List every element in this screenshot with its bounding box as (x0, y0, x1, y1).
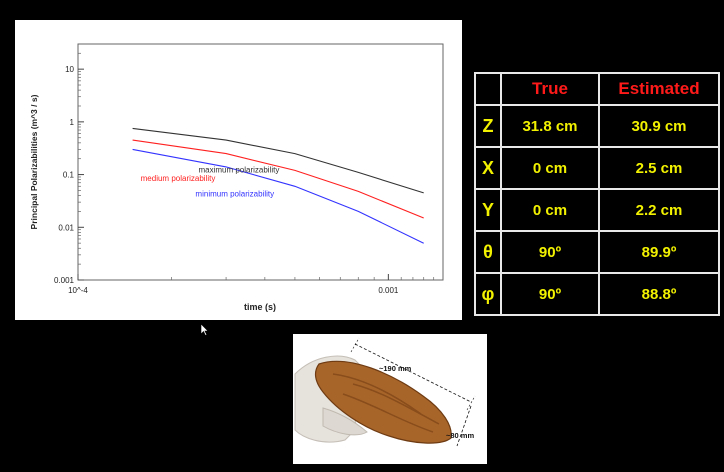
length-label: ~190 mm (379, 364, 412, 373)
row-estimated-value: 30.9 cm (598, 104, 720, 148)
width-dimension-line (456, 405, 472, 447)
table-row: Z 31.8 cm 30.9 cm (474, 104, 720, 148)
row-true-value: 90º (500, 230, 600, 274)
series-label-1: maximum polarizability (198, 165, 279, 174)
header-parameter (474, 72, 502, 106)
row-param: φ (474, 272, 502, 316)
series-label-2: medium polarizability (141, 174, 216, 183)
x-tick-label: 0.001 (378, 286, 399, 295)
polarizability-chart: 10 1 0.1 0.01 0.001 10^-4 0.001 maximum polar… (15, 20, 462, 320)
x-axis-label: time (s) (244, 302, 276, 312)
x-tick-label: 10^-4 (68, 286, 88, 295)
object-photo: ~190 mm ~80 mm (293, 334, 487, 464)
row-true-value: 0 cm (500, 146, 600, 190)
table-row: φ 90º 88.8º (474, 272, 720, 316)
row-estimated-value: 2.2 cm (598, 188, 720, 232)
row-true-value: 0 cm (500, 188, 600, 232)
table-row: θ 90º 89.9º (474, 230, 720, 274)
rust-texture (332, 373, 440, 433)
series-line-3 (132, 148, 424, 244)
row-param: X (474, 146, 502, 190)
row-true-value: 90º (500, 272, 600, 316)
row-estimated-value: 89.9º (598, 230, 720, 274)
length-extension-right (466, 395, 476, 411)
y-axis-label: Principal Polarizabilities (m^3 / s) (29, 94, 39, 229)
y-tick-label: 0.01 (58, 223, 74, 232)
table-row: X 0 cm 2.5 cm (474, 146, 720, 190)
series-line-1 (132, 127, 424, 194)
y-tick-label: 0.1 (63, 171, 75, 180)
header-estimated: Estimated (598, 72, 720, 106)
gloved-thumb (322, 407, 368, 436)
y-tick-label: 1 (70, 118, 75, 127)
mouse-cursor-icon (201, 324, 209, 336)
length-extension-left (350, 337, 360, 353)
row-estimated-value: 88.8º (598, 272, 720, 316)
table-row: Y 0 cm 2.2 cm (474, 188, 720, 232)
y-tick-label: 10 (65, 65, 74, 74)
length-dimension-line (354, 343, 472, 403)
plot-area-frame (77, 43, 444, 281)
row-param: θ (474, 230, 502, 274)
parameter-comparison-table: True Estimated Z 31.8 cm 30.9 cm X 0 cm … (474, 72, 720, 316)
rusty-metal-object (314, 360, 452, 444)
table-header-row: True Estimated (474, 72, 720, 106)
y-tick-label: 0.001 (54, 276, 75, 285)
object-photo-illustration: ~190 mm ~80 mm (294, 337, 476, 447)
header-true: True (500, 72, 600, 106)
row-param: Z (474, 104, 502, 148)
row-estimated-value: 2.5 cm (598, 146, 720, 190)
row-param: Y (474, 188, 502, 232)
series-line-2 (132, 139, 424, 219)
row-true-value: 31.8 cm (500, 104, 600, 148)
series-label-3: minimum polarizability (195, 190, 274, 199)
width-label: ~80 mm (446, 431, 474, 440)
